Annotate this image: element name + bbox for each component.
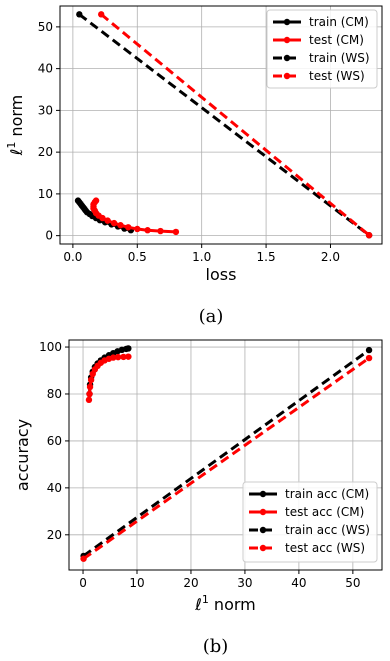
data-point-train-ws xyxy=(76,11,83,18)
legend-label-test-acc-ws: test acc (WS) xyxy=(285,541,365,555)
legend-marker-train-ws xyxy=(283,54,291,62)
plot-area xyxy=(74,11,373,239)
x-axis-label: loss xyxy=(206,265,237,284)
data-point-train-acc-ws xyxy=(365,346,373,354)
data-point-train-acc-cm xyxy=(125,345,132,352)
x-tick-label: 50 xyxy=(345,576,360,590)
legend: train (CM) test (CM) train (WS) test (WS) xyxy=(266,9,378,89)
y-tick-label: 40 xyxy=(38,62,53,76)
data-point-test-ws xyxy=(365,232,373,239)
data-point-test-acc-cm xyxy=(86,383,94,391)
data-point-test-acc-cm xyxy=(87,376,95,384)
data-point-test-acc-cm xyxy=(86,390,93,398)
x-tick-label: 20 xyxy=(183,576,198,590)
x-tick-label: 10 xyxy=(129,576,144,590)
data-point-test-acc-ws xyxy=(80,555,87,562)
data-point-test-acc-cm xyxy=(120,353,127,361)
data-point-test-acc-cm xyxy=(110,354,117,361)
legend-marker-test-acc-cm xyxy=(259,508,267,516)
legend-label-train-acc-cm: train acc (CM) xyxy=(285,487,369,501)
chart-1: 0.0 0.5 1.0 1.5 2.0 0 10 20 30 40 50 loss ℓ1 norm tra… xyxy=(5,5,383,327)
legend-label-test-cm: test (CM) xyxy=(309,33,364,47)
x-tick-label: 2.0 xyxy=(321,250,340,264)
y-tick-label: 0 xyxy=(45,229,53,243)
data-point-test-acc-ws xyxy=(365,354,373,362)
legend-marker-test-cm xyxy=(283,36,291,44)
y-tick-label: 80 xyxy=(47,387,62,401)
legend-marker-train-acc-ws xyxy=(259,526,267,534)
figure-caption: (a) xyxy=(199,306,224,327)
legend-label-train-cm: train (CM) xyxy=(309,15,369,29)
series-line-train-acc-ws xyxy=(82,348,370,558)
legend-box xyxy=(266,9,378,89)
plot-frame xyxy=(59,5,383,245)
legend-box xyxy=(242,481,378,563)
series-line-test-ws xyxy=(100,13,371,237)
x-tick-label: 0.0 xyxy=(63,250,82,264)
x-tick-label: 0.5 xyxy=(128,250,147,264)
legend-label-train-ws: train (WS) xyxy=(309,51,370,65)
data-point-test-cm xyxy=(104,217,111,224)
legend-marker-train-cm xyxy=(283,18,291,26)
legend-marker-train-acc-cm xyxy=(259,490,267,498)
data-point-test-ws xyxy=(98,11,105,18)
figure-caption: (b) xyxy=(203,636,229,657)
series-line-test-acc-ws xyxy=(82,356,370,560)
data-point-test-acc-cm xyxy=(85,396,93,404)
data-point-test-cm xyxy=(110,219,118,227)
plot-area xyxy=(80,345,373,562)
y-tick-label: 40 xyxy=(47,481,62,495)
legend-label-train-acc-ws: train acc (WS) xyxy=(285,523,370,537)
y-tick-label: 100 xyxy=(39,340,62,354)
y-tick-label: 60 xyxy=(47,434,62,448)
y-axis-label: accuracy xyxy=(13,419,32,491)
y-tick-label: 10 xyxy=(38,187,53,201)
chart-2: 0 10 20 30 40 50 20 40 60 80 100 ℓ1 norm accuracy tra… xyxy=(13,339,383,657)
y-axis-label: ℓ1 norm xyxy=(5,95,26,157)
y-tick-label: 30 xyxy=(38,103,53,117)
data-point-test-cm xyxy=(157,227,164,235)
legend-label-test-ws: test (WS) xyxy=(309,69,365,83)
data-point-test-cm xyxy=(125,224,132,231)
y-tick-label: 20 xyxy=(47,528,62,542)
x-tick-label: 0 xyxy=(79,576,87,590)
legend: train acc (CM) test acc (CM) train acc (WS… xyxy=(242,481,378,563)
data-point-test-acc-cm xyxy=(125,353,132,360)
y-tick-label: 50 xyxy=(38,20,53,34)
x-tick-label: 1.5 xyxy=(257,250,276,264)
x-tick-label: 1.0 xyxy=(192,250,211,264)
legend-marker-test-ws xyxy=(283,72,291,80)
x-axis-label: ℓ1 norm xyxy=(194,593,256,614)
legend-marker-test-acc-ws xyxy=(259,544,267,552)
data-point-test-cm xyxy=(134,225,141,233)
data-point-test-cm xyxy=(144,227,151,234)
data-point-test-acc-cm xyxy=(114,353,122,361)
x-tick-label: 30 xyxy=(237,576,252,590)
y-tick-label: 20 xyxy=(38,145,53,159)
x-tick-label: 40 xyxy=(291,576,306,590)
legend-label-test-acc-cm: test acc (CM) xyxy=(285,505,364,519)
data-point-test-cm xyxy=(117,222,124,229)
plot-frame xyxy=(68,339,383,571)
series-line-train-ws xyxy=(78,13,371,237)
data-point-test-cm xyxy=(99,214,106,222)
data-point-test-cm xyxy=(172,228,180,236)
